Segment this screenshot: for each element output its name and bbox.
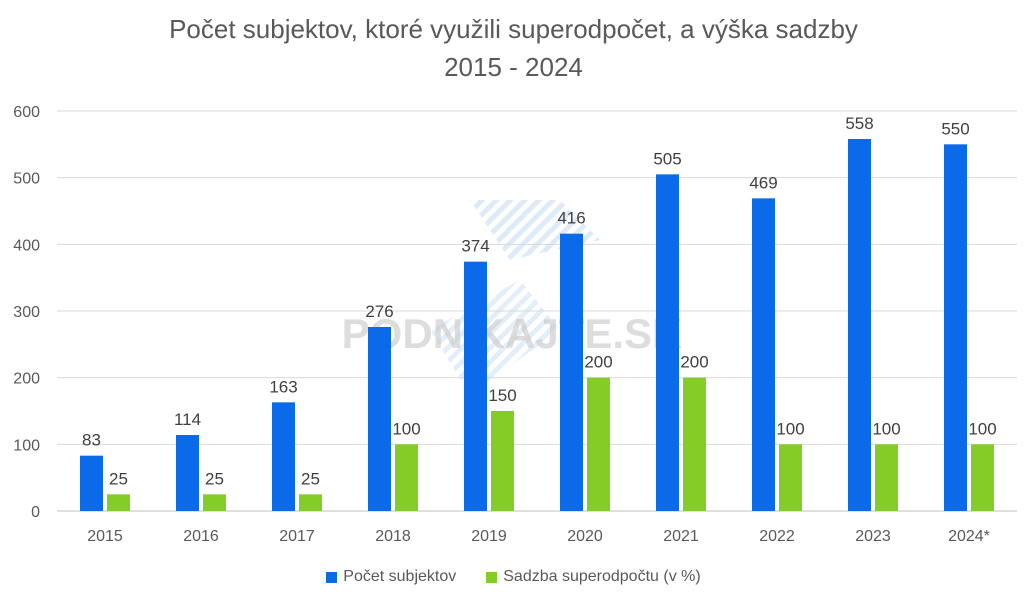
x-tick-label: 2020 [567,528,603,545]
x-tick-label: 2018 [375,528,411,545]
bar-series-1 [368,327,391,511]
chart-subtitle: 2015 - 2024 [444,52,583,82]
bar-series-2 [491,411,514,511]
data-label-series-1: 276 [365,302,393,321]
y-tick-label: 200 [13,371,40,388]
data-label-series-2: 100 [872,419,900,438]
y-tick-label: 0 [31,504,40,521]
data-label-series-1: 416 [557,209,585,228]
data-label-series-2: 200 [584,353,612,372]
x-tick-label: 2024* [948,528,990,545]
x-tick-label: 2022 [759,528,795,545]
bar-series-1 [176,435,199,511]
data-label-series-1: 550 [941,119,969,138]
x-tick-label: 2017 [279,528,315,545]
x-tick-label: 2015 [87,528,123,545]
bar-series-2 [395,444,418,511]
bar-series-1 [752,198,775,512]
legend-item-series-2: Sadzba superodpočtu (v %) [486,568,701,586]
bar-series-2 [107,494,130,511]
bar-series-1 [656,174,679,512]
data-label-series-2: 25 [109,469,128,488]
data-label-series-2: 25 [205,469,224,488]
y-tick-label: 400 [13,237,40,254]
bar-series-1 [464,261,487,511]
data-label-series-1: 469 [749,173,777,192]
legend: Počet subjektov Sadzba superodpočtu (v %… [0,568,1027,586]
data-label-series-1: 163 [269,377,297,396]
x-tick-label: 2023 [855,528,891,545]
chart-title: Počet subjektov, ktoré využili superodpo… [169,14,858,44]
x-tick-label: 2021 [663,528,699,545]
data-label-series-1: 374 [461,237,489,256]
data-label-series-2: 100 [392,419,420,438]
data-label-series-1: 83 [82,431,101,450]
y-tick-label: 100 [13,437,40,454]
data-label-series-2: 100 [776,419,804,438]
bar-series-1 [944,144,967,512]
data-label-series-2: 200 [680,353,708,372]
bar-series-1 [560,233,583,511]
bar-series-1 [272,402,295,511]
watermark-text: PODNIKAJTE.SK [342,310,683,357]
data-label-series-1: 558 [845,114,873,133]
y-tick-label: 500 [13,171,40,188]
bar-series-2 [875,444,898,511]
legend-item-series-1: Počet subjektov [326,568,456,586]
data-label-series-1: 114 [174,410,201,429]
legend-label-series-2: Sadzba superodpočtu (v %) [503,568,701,585]
bar-series-1 [848,139,871,511]
bar-series-2 [779,444,802,511]
data-label-series-2: 25 [301,469,320,488]
data-label-series-1: 505 [653,149,681,168]
bar-series-2 [203,494,226,511]
x-tick-label: 2019 [471,528,507,545]
legend-label-series-1: Počet subjektov [343,568,457,585]
watermark: PODNIKAJTE.SK [342,200,683,395]
x-tick-label: 2016 [183,528,219,545]
data-label-series-2: 100 [968,419,996,438]
data-label-series-2: 150 [488,386,516,405]
bar-series-2 [971,444,994,511]
y-tick-label: 300 [13,304,40,321]
bar-series-2 [683,377,706,511]
y-tick-label: 600 [13,104,40,121]
bar-series-1 [80,455,103,511]
legend-swatch-series-2 [486,571,498,583]
bar-series-2 [299,494,322,511]
bar-series-2 [587,377,610,511]
legend-swatch-series-1 [326,571,338,583]
